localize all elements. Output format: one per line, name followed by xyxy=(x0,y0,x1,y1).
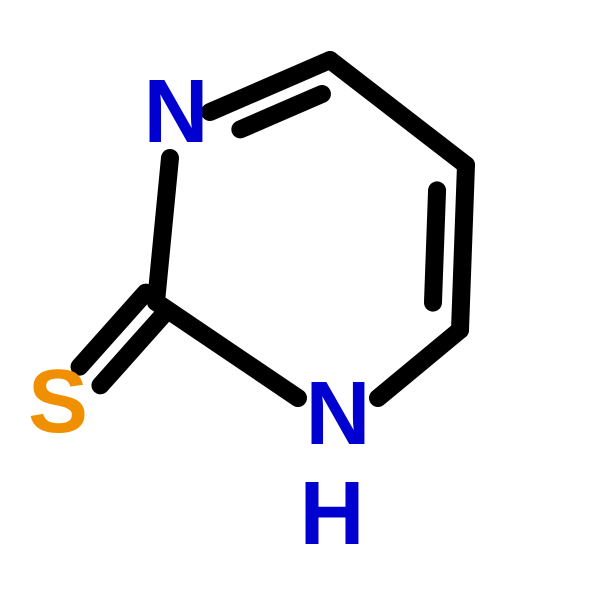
atoms-layer: NNHS xyxy=(28,62,371,564)
bonds-layer xyxy=(80,60,466,398)
atom-s: S xyxy=(28,352,88,452)
atom-n1: N xyxy=(144,62,209,162)
atom-h6: H xyxy=(300,464,365,564)
molecule-diagram: NNHS xyxy=(0,0,600,600)
atom-n6: N xyxy=(306,364,371,464)
